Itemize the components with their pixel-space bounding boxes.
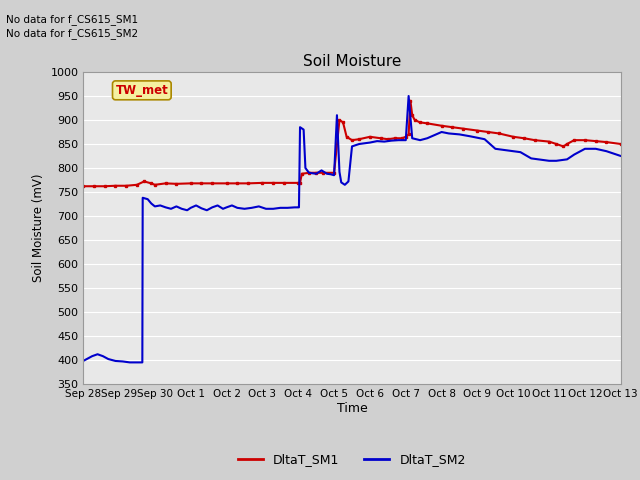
Y-axis label: Soil Moisture (mV): Soil Moisture (mV) xyxy=(32,174,45,282)
X-axis label: Time: Time xyxy=(337,402,367,415)
Text: No data for f_CS615_SM2: No data for f_CS615_SM2 xyxy=(6,28,138,39)
Text: TW_met: TW_met xyxy=(115,84,168,97)
Title: Soil Moisture: Soil Moisture xyxy=(303,54,401,70)
Legend: DltaT_SM1, DltaT_SM2: DltaT_SM1, DltaT_SM2 xyxy=(233,448,471,471)
Text: No data for f_CS615_SM1: No data for f_CS615_SM1 xyxy=(6,13,138,24)
